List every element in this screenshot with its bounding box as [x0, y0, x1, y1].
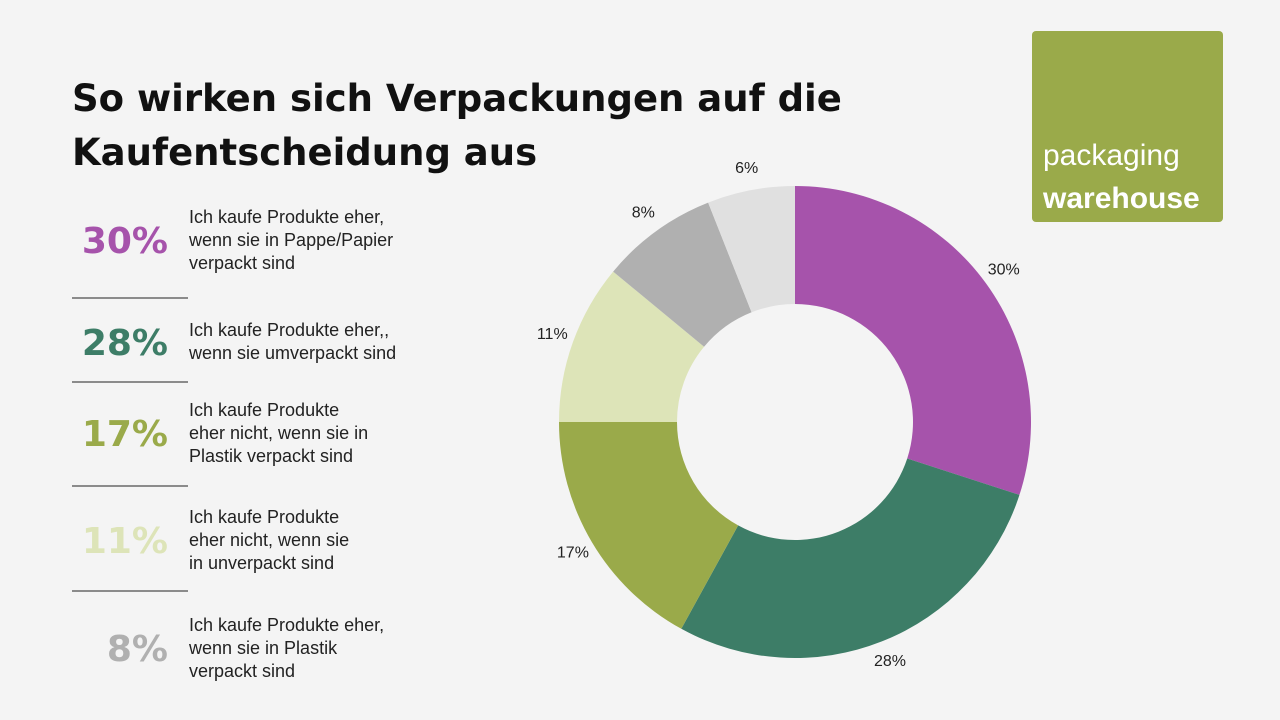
- legend-label: Ich kaufe Produkte eher,, wenn sie umver…: [189, 320, 397, 363]
- legend-value: 8%: [107, 629, 168, 670]
- legend-label: Ich kaufe Produkte eher nicht, wenn sie …: [189, 399, 369, 466]
- chart-title: So wirken sich Verpackungen auf die Kauf…: [72, 77, 842, 174]
- legend-value: 28%: [82, 323, 168, 364]
- slice-label: 11%: [537, 326, 568, 343]
- legend-label: Ich kaufe Produkte eher nicht, wenn sie …: [189, 506, 350, 573]
- legend-value: 17%: [82, 414, 168, 455]
- slice-label: 6%: [735, 160, 758, 177]
- legend-value: 11%: [82, 521, 168, 562]
- slice-label: 30%: [988, 262, 1020, 279]
- slice-label: 8%: [632, 204, 655, 221]
- legend-value: 30%: [82, 221, 168, 262]
- legend-label: Ich kaufe Produkte eher, wenn sie in Pap…: [189, 206, 394, 273]
- logo-text: warehouse: [1042, 182, 1200, 215]
- donut-slice: [681, 458, 1020, 658]
- slice-label: 28%: [874, 653, 906, 670]
- legend-label: Ich kaufe Produkte eher, wenn sie in Pla…: [189, 614, 385, 681]
- donut-slice: [708, 186, 795, 313]
- donut-slice: [559, 271, 705, 422]
- logo-box: [1032, 31, 1223, 222]
- slice-label: 17%: [557, 545, 589, 562]
- logo-text: packaging: [1043, 139, 1180, 172]
- donut-slice: [795, 186, 1031, 495]
- donut-slice: [559, 422, 739, 629]
- donut-slice: [613, 202, 752, 347]
